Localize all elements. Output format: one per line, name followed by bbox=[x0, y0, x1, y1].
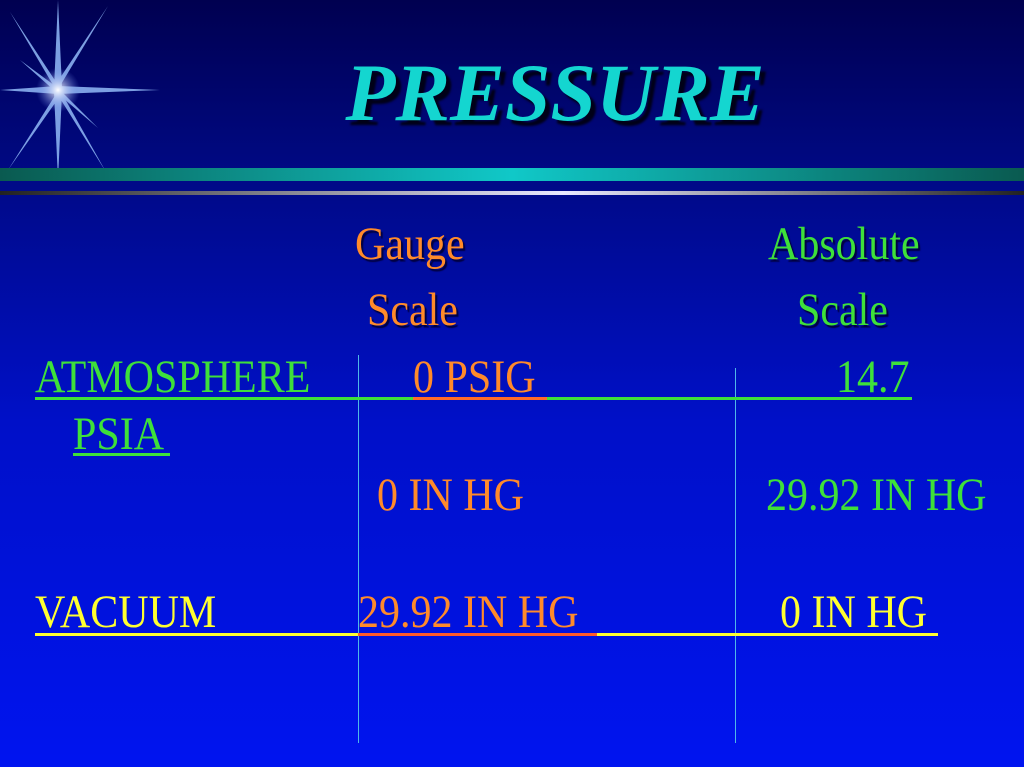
gauge-header-line2: Scale bbox=[367, 284, 458, 337]
row-vacuum-label: VACUUM bbox=[35, 586, 217, 639]
column-divider-absolute bbox=[735, 368, 736, 743]
row-atmosphere-absolute: 14.7 bbox=[836, 351, 910, 404]
row-inhg-gauge: 0 IN HG bbox=[377, 469, 524, 522]
row-atmosphere-gauge: 0 PSIG bbox=[413, 351, 536, 404]
vacuum-gauge-underline bbox=[358, 633, 597, 636]
absolute-header-line2: Scale bbox=[797, 284, 888, 337]
absolute-header-line1: Absolute bbox=[768, 218, 920, 271]
row-vacuum-gauge: 29.92 IN HG bbox=[358, 586, 579, 639]
star-burst-icon bbox=[0, 0, 160, 180]
row-vacuum-absolute: 0 IN HG bbox=[780, 586, 927, 639]
slide-title: PRESSURE bbox=[345, 47, 765, 138]
row-atmosphere-absolute-wrap: PSIA bbox=[73, 408, 165, 461]
teal-divider-bar bbox=[0, 168, 1024, 181]
row-inhg-absolute: 29.92 IN HG bbox=[766, 469, 987, 522]
psia-underline bbox=[73, 453, 170, 456]
silver-divider-line bbox=[0, 191, 1024, 195]
column-divider-gauge bbox=[358, 355, 359, 743]
row-atmosphere-label: ATMOSPHERE bbox=[35, 351, 311, 404]
gauge-underline bbox=[413, 397, 547, 400]
gauge-header-line1: Gauge bbox=[355, 218, 465, 271]
